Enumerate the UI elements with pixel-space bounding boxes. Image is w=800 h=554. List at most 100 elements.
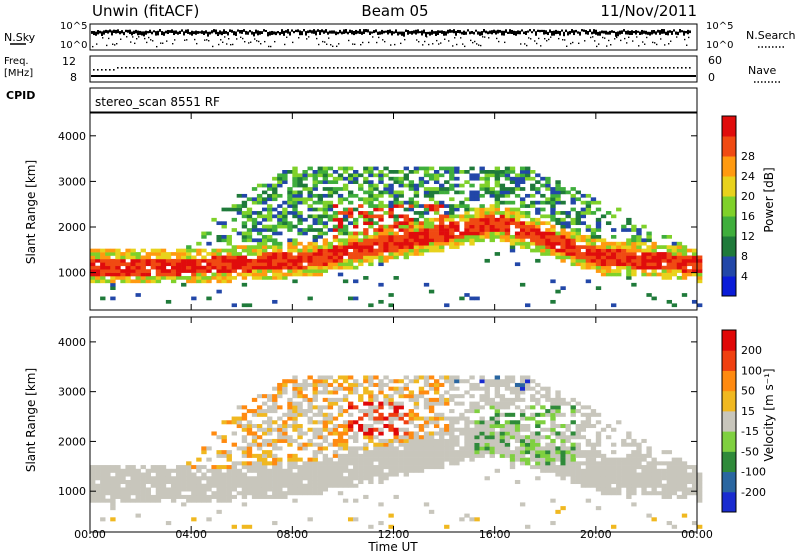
power-cell xyxy=(332,265,339,270)
colorbar-segment xyxy=(722,176,736,197)
power-cbar-label: Power [dB] xyxy=(762,167,776,232)
velocity-cell xyxy=(327,382,334,387)
nave-mark xyxy=(241,67,243,69)
power-cell xyxy=(428,241,435,246)
velocity-cell xyxy=(413,465,420,470)
noise-search-mark xyxy=(590,36,592,39)
power-cell xyxy=(297,183,303,188)
nave-mark xyxy=(101,69,103,71)
power-cell xyxy=(413,200,420,205)
power-cell xyxy=(363,197,369,202)
power-cell xyxy=(170,258,177,263)
velocity-cell xyxy=(302,394,308,399)
power-cell xyxy=(378,170,384,174)
power-cell xyxy=(585,245,592,249)
power-cell xyxy=(428,173,435,178)
velocity-cell xyxy=(671,479,678,485)
power-cell xyxy=(277,252,283,256)
velocity-cell xyxy=(525,461,531,466)
noise-search-mark xyxy=(308,36,310,38)
velocity-cell xyxy=(373,420,379,425)
power-cell xyxy=(191,272,197,277)
power-cell xyxy=(302,252,308,256)
velocity-cell xyxy=(631,472,637,477)
velocity-cell xyxy=(337,397,344,402)
nave-mark xyxy=(381,67,383,69)
power-cell xyxy=(110,282,116,287)
power-cell xyxy=(616,265,622,270)
power-cell xyxy=(666,262,673,267)
power-cell xyxy=(272,190,278,195)
power-cell xyxy=(327,258,334,263)
colorbar-segment xyxy=(722,471,736,493)
power-cell xyxy=(423,221,430,226)
velocity-cell xyxy=(444,446,450,451)
velocity-cell xyxy=(499,446,506,451)
velocity-cell xyxy=(671,476,678,481)
velocity-cbar-tick: 15 xyxy=(741,405,755,418)
velocity-cell xyxy=(519,386,526,391)
velocity-cell xyxy=(570,472,576,477)
velocity-cell xyxy=(611,442,617,447)
power-cell xyxy=(545,214,551,219)
power-cell xyxy=(206,265,212,270)
nave-mark xyxy=(665,67,667,69)
velocity-cell xyxy=(317,405,323,410)
power-cell xyxy=(676,269,683,273)
velocity-cell xyxy=(469,405,475,410)
velocity-cell xyxy=(433,420,440,425)
velocity-cell xyxy=(509,386,516,391)
velocity-cell xyxy=(514,450,521,455)
power-cell xyxy=(433,238,440,243)
power-cell xyxy=(363,252,369,256)
velocity-cell xyxy=(170,498,177,503)
velocity-cell xyxy=(191,494,197,499)
power-cell xyxy=(282,252,288,256)
power-cell xyxy=(378,262,384,267)
velocity-cell xyxy=(423,450,430,455)
noise-search-mark xyxy=(562,39,564,41)
power-cell xyxy=(160,276,167,280)
power-cell xyxy=(130,272,136,277)
velocity-cell xyxy=(322,483,329,488)
velocity-cell xyxy=(575,424,581,429)
nave-mark xyxy=(373,67,375,69)
power-cell xyxy=(555,241,561,246)
power-cell xyxy=(433,173,440,178)
velocity-cell xyxy=(474,431,480,436)
velocity-cell xyxy=(317,431,323,436)
velocity-cell xyxy=(170,479,177,485)
power-cell xyxy=(342,217,349,222)
velocity-cell xyxy=(277,483,283,488)
velocity-cell xyxy=(140,465,146,470)
velocity-cell xyxy=(322,390,329,395)
power-cell xyxy=(261,234,268,239)
power-cell xyxy=(332,190,339,195)
velocity-cell xyxy=(519,446,526,451)
power-cell xyxy=(540,200,546,205)
velocity-cell xyxy=(120,472,126,477)
power-cell xyxy=(347,193,354,198)
velocity-cell xyxy=(120,494,126,499)
power-cell xyxy=(651,245,657,249)
velocity-cell xyxy=(651,483,657,488)
velocity-cell xyxy=(140,479,146,485)
velocity-cell xyxy=(474,401,480,406)
velocity-cell xyxy=(403,412,409,417)
power-cell xyxy=(145,269,151,273)
power-cell xyxy=(651,241,657,246)
power-cell xyxy=(681,262,688,267)
power-cell xyxy=(383,245,389,249)
velocity-cell xyxy=(494,379,501,384)
velocity-cell xyxy=(575,442,581,447)
velocity-cell xyxy=(282,438,288,443)
noise-search-mark xyxy=(248,42,250,44)
power-cell xyxy=(580,200,587,205)
noise-search-mark xyxy=(328,37,330,39)
velocity-cell xyxy=(246,461,253,466)
power-cell xyxy=(393,214,399,219)
noise-frame xyxy=(89,23,698,51)
velocity-cell xyxy=(251,468,258,473)
velocity-cell xyxy=(605,468,612,473)
power-cell xyxy=(403,173,409,178)
